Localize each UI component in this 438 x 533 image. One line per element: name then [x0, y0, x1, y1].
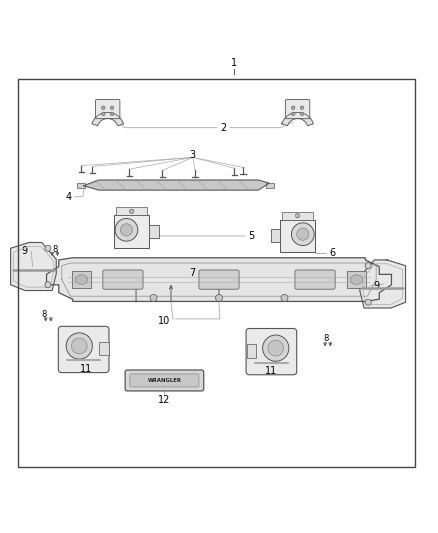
Circle shape	[291, 106, 295, 109]
Circle shape	[150, 294, 157, 302]
Polygon shape	[11, 243, 56, 290]
Text: 8: 8	[53, 245, 58, 254]
Polygon shape	[92, 112, 124, 126]
Bar	[77, 183, 85, 188]
FancyBboxPatch shape	[286, 100, 310, 119]
Circle shape	[102, 112, 105, 116]
Bar	[266, 183, 274, 188]
Text: 2: 2	[220, 123, 226, 133]
FancyBboxPatch shape	[280, 220, 315, 252]
FancyBboxPatch shape	[125, 370, 204, 391]
Text: 8: 8	[42, 310, 47, 319]
Circle shape	[300, 106, 304, 109]
Text: 11: 11	[80, 364, 92, 374]
Circle shape	[297, 228, 309, 240]
Text: 11: 11	[265, 366, 278, 376]
Circle shape	[66, 333, 92, 359]
Bar	[117, 207, 147, 215]
Text: 6: 6	[329, 248, 336, 259]
Text: 4: 4	[65, 192, 71, 201]
Circle shape	[365, 299, 371, 305]
FancyBboxPatch shape	[95, 100, 120, 119]
Text: 5: 5	[249, 231, 255, 241]
Bar	[72, 271, 91, 288]
Bar	[18, 79, 416, 467]
Polygon shape	[46, 258, 392, 302]
Bar	[149, 225, 159, 238]
Text: 9: 9	[21, 246, 28, 256]
Circle shape	[110, 112, 114, 116]
FancyBboxPatch shape	[58, 326, 109, 373]
FancyBboxPatch shape	[246, 328, 297, 375]
Text: WRANGLER: WRANGLER	[148, 378, 181, 383]
Text: 9: 9	[373, 281, 379, 291]
Bar	[271, 229, 280, 243]
Bar	[99, 342, 109, 356]
Text: 8: 8	[323, 277, 328, 286]
Circle shape	[102, 106, 105, 109]
FancyBboxPatch shape	[130, 374, 199, 387]
Circle shape	[115, 219, 138, 241]
Bar	[347, 271, 366, 288]
Circle shape	[268, 340, 284, 356]
Ellipse shape	[75, 275, 88, 285]
Ellipse shape	[350, 275, 363, 285]
Circle shape	[110, 106, 114, 109]
Polygon shape	[84, 180, 269, 190]
Circle shape	[130, 209, 134, 213]
FancyBboxPatch shape	[199, 270, 239, 289]
Circle shape	[295, 213, 300, 218]
Text: 8: 8	[323, 334, 328, 343]
FancyBboxPatch shape	[295, 270, 335, 289]
FancyBboxPatch shape	[103, 270, 143, 289]
Circle shape	[281, 294, 288, 302]
Circle shape	[215, 294, 223, 302]
Text: 12: 12	[158, 394, 171, 405]
Circle shape	[120, 224, 133, 236]
Circle shape	[71, 338, 87, 354]
Circle shape	[45, 282, 51, 288]
Circle shape	[263, 335, 289, 361]
Text: 7: 7	[190, 268, 196, 278]
Polygon shape	[282, 112, 313, 126]
Text: 3: 3	[190, 150, 196, 160]
FancyBboxPatch shape	[114, 215, 149, 248]
Circle shape	[45, 245, 51, 251]
Circle shape	[291, 112, 295, 116]
Circle shape	[291, 223, 314, 246]
Polygon shape	[360, 260, 406, 308]
Text: 1: 1	[231, 59, 237, 68]
Circle shape	[365, 263, 371, 269]
Circle shape	[300, 112, 304, 116]
Bar	[247, 344, 256, 358]
Text: 10: 10	[158, 316, 170, 326]
Bar	[283, 212, 313, 220]
